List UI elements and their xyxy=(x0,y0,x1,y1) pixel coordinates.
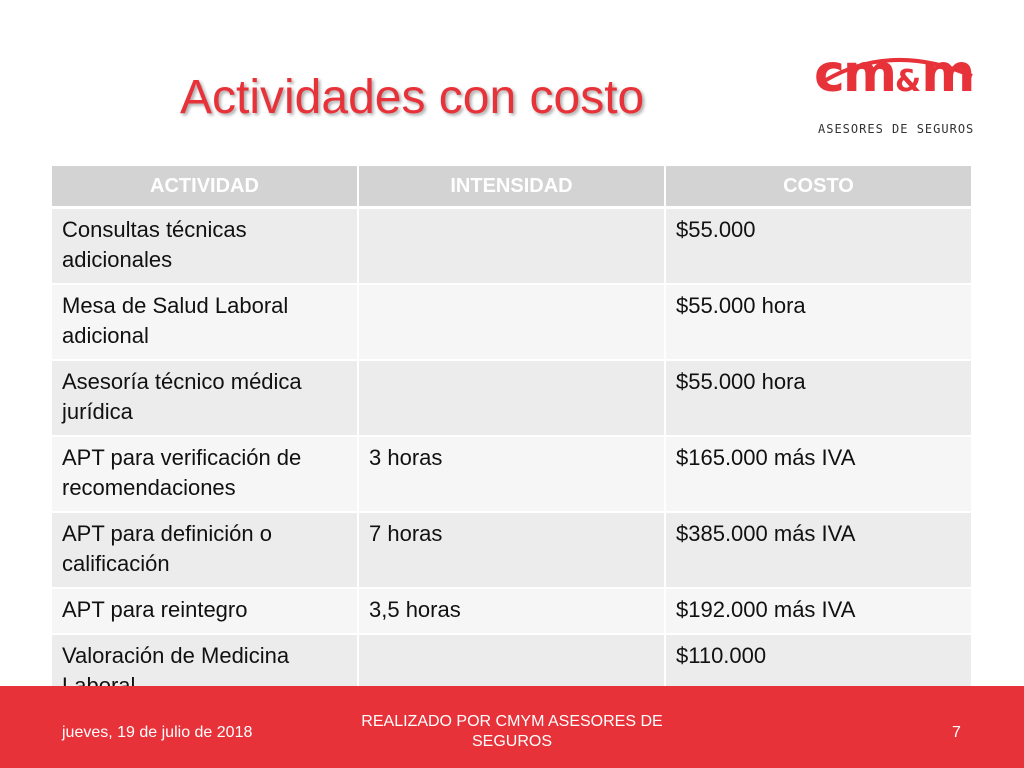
slide-title: Actividades con costo xyxy=(180,71,645,124)
cell-actividad: Asesoría técnico médica jurídica xyxy=(52,360,359,437)
logo-arc xyxy=(825,57,973,82)
footer-date: jueves, 19 de julio de 2018 xyxy=(62,724,253,741)
cell-costo: $55.000 xyxy=(665,207,973,285)
cell-actividad: Mesa de Salud Laboral adicional xyxy=(52,284,359,361)
table-row: Asesoría técnico médica jurídica $55.000… xyxy=(52,360,973,437)
cell-intensidad xyxy=(358,207,666,285)
activities-cost-table: ACTIVIDAD INTENSIDAD COSTO Consultas téc… xyxy=(52,166,973,711)
footer-credit: REALIZADO POR CMYM ASESORES DE SEGUROS xyxy=(361,713,663,750)
table-row: APT para definición o calificación 7 hor… xyxy=(52,512,973,589)
cell-costo: $55.000 hora xyxy=(665,284,973,361)
cell-actividad: APT para definición o calificación xyxy=(52,512,359,589)
header-actividad: ACTIVIDAD xyxy=(52,166,359,209)
company-logo: cm&m ASESORES DE SEGUROS xyxy=(812,44,980,146)
table-row: Mesa de Salud Laboral adicional $55.000 … xyxy=(52,284,973,361)
header-intensidad: INTENSIDAD xyxy=(358,166,666,209)
cell-intensidad xyxy=(358,360,666,437)
table-row: Consultas técnicas adicionales $55.000 xyxy=(52,207,973,285)
cell-costo: $385.000 más IVA xyxy=(665,512,973,589)
table-header-row: ACTIVIDAD INTENSIDAD COSTO xyxy=(52,166,973,209)
cell-costo: $165.000 más IVA xyxy=(665,436,973,513)
cell-actividad: APT para verificación de recomendaciones xyxy=(52,436,359,513)
page-number: 7 xyxy=(952,724,961,741)
cell-costo: $192.000 más IVA xyxy=(665,588,973,635)
cell-intensidad: 3 horas xyxy=(358,436,666,513)
cell-intensidad: 7 horas xyxy=(358,512,666,589)
cell-intensidad: 3,5 horas xyxy=(358,588,666,635)
logo-wordmark: cm&m xyxy=(814,44,975,104)
cell-actividad: APT para reintegro xyxy=(52,588,359,635)
footer-bar: jueves, 19 de julio de 2018 REALIZADO PO… xyxy=(0,686,1024,768)
cell-intensidad xyxy=(358,284,666,361)
table-row: APT para verificación de recomendaciones… xyxy=(52,436,973,513)
logo-subtitle: ASESORES DE SEGUROS xyxy=(818,122,975,136)
header-costo: COSTO xyxy=(665,166,973,209)
cell-costo: $55.000 hora xyxy=(665,360,973,437)
cell-actividad: Consultas técnicas adicionales xyxy=(52,207,359,285)
table-row: APT para reintegro 3,5 horas $192.000 má… xyxy=(52,588,973,635)
